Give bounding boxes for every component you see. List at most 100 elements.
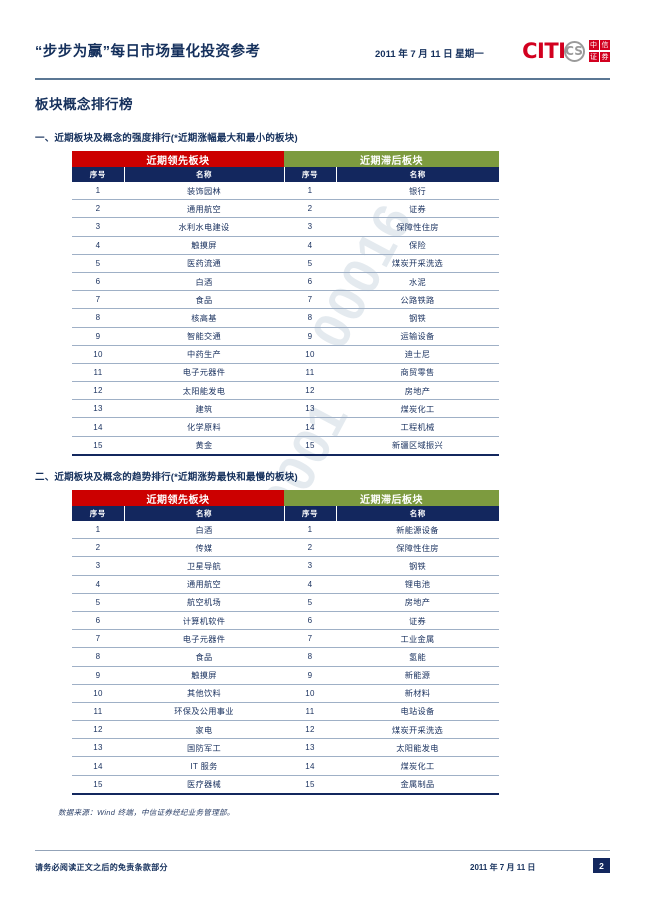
- cell-rank-leading: 4: [72, 575, 124, 594]
- cell-sector-leading: 食品: [124, 647, 284, 667]
- table-row: 1 装饰园林 1 银行: [72, 182, 499, 201]
- cell-sector-leading: 食品: [124, 290, 284, 310]
- cell-sector-leading: IT 服务: [124, 756, 284, 776]
- cell-sector-lagging: 工业金属: [336, 629, 499, 649]
- section-heading: 一、近期板块及概念的强度排行(*近期涨幅最大和最小的板块): [35, 133, 298, 144]
- cell-rank-lagging: 8: [284, 647, 336, 667]
- cell-sector-leading: 传媒: [124, 538, 284, 558]
- cell-rank-lagging: 5: [284, 593, 336, 612]
- cell-sector-leading: 其他饮料: [124, 684, 284, 703]
- cell-rank-lagging: 14: [284, 417, 336, 437]
- cell-rank-lagging: 10: [284, 684, 336, 703]
- cell-sector-leading: 电子元器件: [124, 629, 284, 649]
- cell-sector-leading: 计算机软件: [124, 611, 284, 631]
- cell-sector-leading: 化学原料: [124, 417, 284, 437]
- table-row: 8 核高基 8 钢铁: [72, 308, 499, 328]
- cell-sector-lagging: 保障性住房: [336, 538, 499, 558]
- group-header-lagging: 近期滞后板块: [284, 490, 499, 506]
- cell-rank-lagging: 2: [284, 538, 336, 558]
- table-row: 15 黄金 15 新疆区域振兴: [72, 436, 499, 456]
- cell-sector-lagging: 商贸零售: [336, 363, 499, 383]
- table-row: 7 食品 7 公路铁路: [72, 290, 499, 310]
- ranking-table: 近期领先板块 近期滞后板块 序号 名称 序号 名称 1 白酒 1 新能源设备 2 传媒 2 保…: [72, 490, 499, 795]
- table-row: 13 国防军工 13 太阳能发电: [72, 738, 499, 758]
- cell-rank-lagging: 13: [284, 738, 336, 758]
- cell-rank-leading: 2: [72, 538, 124, 558]
- cell-rank-leading: 15: [72, 436, 124, 456]
- logo-char: 信: [600, 40, 610, 51]
- cell-rank-leading: 14: [72, 756, 124, 776]
- table-row: 10 中药生产 10 迪士尼: [72, 345, 499, 364]
- cell-sector-leading: 太阳能发电: [124, 381, 284, 401]
- logo-wordmark: CITI: [522, 38, 566, 63]
- cell-sector-leading: 水利水电建设: [124, 217, 284, 237]
- cell-rank-lagging: 1: [284, 182, 336, 201]
- ranking-table-body-1: 1 装饰园林 1 银行 2 通用航空 2 证券 3 水利水电建设 3 保障性住房 4 触摸屏 4 保险 5 医药流…: [72, 182, 499, 456]
- cell-sector-lagging: 保障性住房: [336, 217, 499, 237]
- table-row: 5 航空机场 5 房地产: [72, 593, 499, 612]
- cell-sector-leading: 医药流通: [124, 254, 284, 273]
- cell-rank-lagging: 11: [284, 702, 336, 722]
- cell-sector-lagging: 水泥: [336, 272, 499, 292]
- cell-rank-leading: 14: [72, 417, 124, 437]
- cell-sector-leading: 黄金: [124, 436, 284, 456]
- cell-rank-leading: 3: [72, 556, 124, 576]
- cell-rank-leading: 12: [72, 381, 124, 401]
- cell-sector-lagging: 钢铁: [336, 556, 499, 576]
- cell-rank-lagging: 3: [284, 556, 336, 576]
- cell-sector-lagging: 公路铁路: [336, 290, 499, 310]
- cell-sector-leading: 航空机场: [124, 593, 284, 612]
- table-row: 10 其他饮料 10 新材料: [72, 684, 499, 703]
- table-row: 14 化学原料 14 工程机械: [72, 417, 499, 437]
- cell-sector-lagging: 迪士尼: [336, 345, 499, 364]
- ranking-table: 近期领先板块 近期滞后板块 序号 名称 序号 名称 1 装饰园林 1 银行 2 通用航空 2…: [72, 151, 499, 456]
- table-group-header-row: 近期领先板块 近期滞后板块: [72, 151, 499, 167]
- table-row: 7 电子元器件 7 工业金属: [72, 629, 499, 649]
- section-heading: 二、近期板块及概念的趋势排行(*近期涨势最快和最慢的板块): [35, 472, 298, 483]
- cell-rank-leading: 15: [72, 775, 124, 795]
- cell-rank-lagging: 12: [284, 720, 336, 740]
- cell-sector-leading: 智能交通: [124, 327, 284, 346]
- logo-char: 中: [588, 40, 599, 51]
- table-row: 11 环保及公用事业 11 电站设备: [72, 702, 499, 722]
- group-header-leading: 近期领先板块: [72, 490, 284, 506]
- cell-sector-lagging: 煤炭化工: [336, 399, 499, 419]
- footer-divider: [35, 850, 610, 851]
- cell-rank-lagging: 4: [284, 236, 336, 255]
- cell-rank-leading: 7: [72, 290, 124, 310]
- cell-sector-lagging: 新能源: [336, 666, 499, 685]
- cell-sector-lagging: 煤炭化工: [336, 756, 499, 776]
- cell-sector-lagging: 证券: [336, 611, 499, 631]
- cell-rank-leading: 10: [72, 684, 124, 703]
- cell-rank-lagging: 6: [284, 272, 336, 292]
- ranking-table-body-2: 1 白酒 1 新能源设备 2 传媒 2 保障性住房 3 卫星导航 3 钢铁 4 通用航空 4 锂电池 5 航空机场…: [72, 521, 499, 795]
- cell-sector-lagging: 氢能: [336, 647, 499, 667]
- table-row: 12 家电 12 煤炭开采洗选: [72, 720, 499, 740]
- col-header-no-lagging: 序号: [284, 506, 337, 521]
- footer-disclaimer: 请务必阅读正文之后的免责条款部分: [35, 863, 168, 872]
- cell-sector-leading: 电子元器件: [124, 363, 284, 383]
- table-row: 8 食品 8 氢能: [72, 647, 499, 667]
- table-row: 3 水利水电建设 3 保障性住房: [72, 217, 499, 237]
- col-header-name-leading: 名称: [124, 167, 285, 182]
- cell-rank-leading: 7: [72, 629, 124, 649]
- data-source-footnote: 数据来源：Wind 终端，中信证券经纪业务管理部。: [58, 808, 235, 817]
- citic-logo: CITI CS 中 信 证 券: [522, 36, 610, 66]
- cell-rank-leading: 5: [72, 593, 124, 612]
- cell-sector-leading: 通用航空: [124, 199, 284, 219]
- col-header-no-leading: 序号: [72, 506, 125, 521]
- table-row: 2 通用航空 2 证券: [72, 199, 499, 219]
- cell-rank-lagging: 3: [284, 217, 336, 237]
- page-title: 板块概念排行榜: [35, 97, 133, 112]
- cell-rank-lagging: 11: [284, 363, 336, 383]
- group-header-leading: 近期领先板块: [72, 151, 284, 167]
- cell-rank-lagging: 5: [284, 254, 336, 273]
- cell-sector-lagging: 煤炭开采洗选: [336, 720, 499, 740]
- cell-sector-lagging: 新能源设备: [336, 521, 499, 540]
- table-row: 6 白酒 6 水泥: [72, 272, 499, 292]
- cell-rank-leading: 9: [72, 666, 124, 685]
- cell-rank-lagging: 9: [284, 666, 336, 685]
- cell-sector-leading: 中药生产: [124, 345, 284, 364]
- header-title: “步步为赢”每日市场量化投资参考: [35, 44, 261, 60]
- cell-sector-leading: 白酒: [124, 272, 284, 292]
